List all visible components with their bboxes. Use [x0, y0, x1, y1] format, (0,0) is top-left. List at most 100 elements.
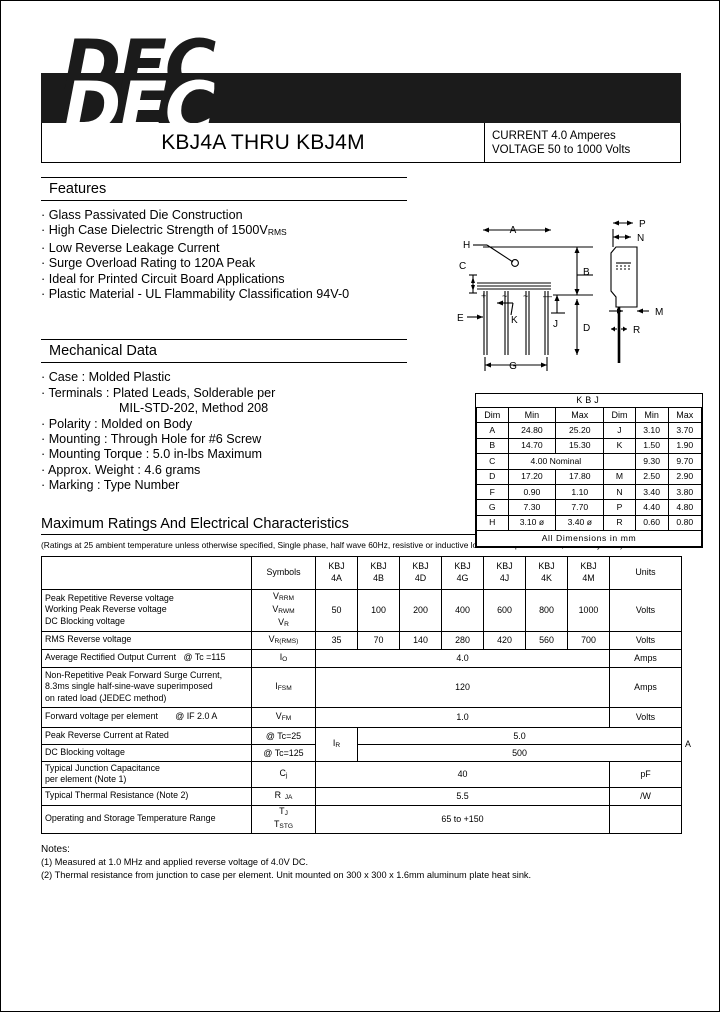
ratings-header-kbj4j: KBJ 4J [483, 555, 526, 590]
mechanical-item: · Marking : Type Number [41, 478, 180, 493]
dim-cell: B [476, 437, 509, 455]
row-condition-tc25: @ Tc=25 [251, 726, 316, 745]
note-item: (1) Measured at 1.0 MHz and applied reve… [41, 857, 309, 868]
row-value: 100 [357, 588, 400, 632]
table-row: DC Blocking voltage @ Tc=125 500 [41, 743, 682, 762]
row-value-span: 120 [315, 666, 610, 708]
row-desc-forward-voltage: Forward voltage per element @ IF 2.0 A [41, 706, 252, 728]
row-value: 200 [399, 588, 442, 632]
dim-cell: C [476, 453, 509, 470]
row-value: 800 [525, 588, 568, 632]
dim-cell-nominal: 4.00 Nominal [507, 453, 605, 470]
row-value: 1000 [567, 588, 610, 632]
polarity-minus: — [543, 291, 552, 301]
dim-label-M: M [655, 307, 663, 318]
voltage-rating: VOLTAGE 50 to 1000 Volts [492, 143, 631, 156]
ratings-header-symbols: Symbols [251, 555, 316, 590]
features-title: Features [41, 178, 407, 201]
ratings-header-kbj4g: KBJ 4G [441, 555, 484, 590]
dim-cell: 4.40 [634, 499, 669, 516]
row-value-span: 1.0 [315, 706, 610, 728]
table-row: Peak Repetitive Reverse voltage Working … [41, 588, 682, 632]
dim-cell: 4.80 [667, 499, 703, 516]
dim-table-footer: All Dimensions in mm [476, 530, 702, 547]
feature-item: · High Case Dielectric Strength of 1500V… [41, 223, 287, 238]
dim-header-min-2: Min [634, 406, 669, 424]
row-value: 70 [357, 630, 400, 650]
dim-cell: 1.90 [667, 437, 703, 455]
row-desc-peak-reverse-current-line1: Peak Reverse Current at Rated [41, 726, 252, 745]
table-row: Typical Junction Capacitance per element … [41, 760, 682, 788]
row-value: 560 [525, 630, 568, 650]
dim-label-H: H [463, 240, 470, 251]
dim-cell: F [476, 483, 509, 501]
mechanical-item: · Mounting Torque : 5.0 in-lbs Maximum [41, 447, 262, 462]
mechanical-item: · Case : Molded Plastic [41, 370, 171, 385]
dim-cell: 2.50 [634, 468, 669, 485]
dim-table-title: KBJ [476, 394, 702, 408]
dim-label-K: K [511, 315, 518, 326]
row-value-span: 4.0 [315, 648, 610, 668]
mechanical-item: MIL-STD-202, Method 208 [119, 401, 269, 416]
row-value: 280 [441, 630, 484, 650]
dim-cell: 17.20 [507, 468, 557, 485]
row-value: 700 [567, 630, 610, 650]
dim-cell: A [476, 422, 509, 439]
rms-subscript: RMS [267, 227, 287, 238]
mechanical-item: · Terminals : Plated Leads, Solderable p… [41, 385, 276, 400]
ratings-note: (Ratings at 25 ambient temperature unles… [41, 539, 623, 550]
dim-cell: 17.80 [555, 468, 605, 485]
table-row: Forward voltage per element @ IF 2.0 A V… [41, 706, 682, 728]
row-units: Amps [609, 666, 682, 708]
dim-cell: 14.70 [507, 437, 557, 455]
dim-cell: 15.30 [555, 437, 605, 455]
ratings-table: Symbols KBJ 4A KBJ 4B KBJ 4D KBJ 4G KBJ 4J KB… [41, 555, 691, 834]
dim-cell: R [603, 514, 636, 532]
row-value: 400 [441, 588, 484, 632]
mechanical-item: · Polarity : Molded on Body [41, 416, 193, 431]
mechanical-title: Mechanical Data [41, 340, 407, 364]
dim-header-dim-1: Dim [476, 406, 509, 424]
row-symbol: VR(RMS) [251, 630, 316, 650]
part-range-cell: KBJ4A THRU KBJ4M [42, 123, 484, 162]
polarity-ac1: ~ [502, 291, 507, 301]
row-desc-peak-reverse-current-line2: DC Blocking voltage [41, 743, 252, 762]
polarity-plus: + [481, 291, 486, 301]
table-row: Peak Reverse Current at Rated @ Tc=25 IR… [41, 726, 691, 762]
dim-label-C: C [459, 261, 466, 272]
dim-table-row: H 3.10 ø 3.40 ø R 0.60 0.80 [476, 514, 703, 532]
features-mechanical-split: Features · Glass Passivated Die Construc… [41, 177, 681, 494]
part-range: KBJ4A THRU KBJ4M [161, 130, 365, 154]
page-content: DEC DEC KBJ4A THRU KBJ4M CURRENT 4.0 Amp… [41, 31, 703, 881]
dim-label-D: D [583, 323, 590, 334]
ratings-header-units: Units [609, 555, 682, 590]
header-block: DEC DEC KBJ4A THRU KBJ4M CURRENT 4.0 Amp… [41, 31, 681, 163]
row-desc-rms-reverse-voltage: RMS Reverse voltage [41, 630, 252, 650]
table-row: Non-Repetitive Peak Forward Surge Curren… [41, 666, 682, 708]
row-desc-average-rectified-output-current: Average Rectified Output Current @ Tc =1… [41, 648, 252, 668]
polarity-ac2: ~ [523, 291, 528, 301]
ratings-rule [41, 533, 681, 535]
dim-cell: G [476, 499, 509, 516]
dim-table-row: A 24.80 25.20 J 3.10 3.70 [476, 422, 703, 439]
dim-cell: 1.50 [634, 437, 669, 455]
row-desc-peak-repetitive-reverse-voltage: Peak Repetitive Reverse voltage Working … [41, 588, 252, 632]
row-value-span: 40 [315, 760, 610, 788]
dim-label-A: A [510, 225, 517, 236]
row-value-span: 5.5 [315, 786, 610, 806]
row-desc-junction-capacitance: Typical Junction Capacitance per element … [41, 760, 252, 788]
ratings-title: Maximum Ratings And Electrical Character… [41, 515, 349, 532]
dim-table-header-row: Dim Min Max Dim Min Max [476, 406, 703, 424]
rating-summary-cell: CURRENT 4.0 Amperes VOLTAGE 50 to 1000 V… [484, 123, 680, 162]
dim-cell: 3.40 [634, 483, 669, 501]
feature-item: · Surge Overload Rating to 120A Peak [41, 256, 256, 271]
row-value: 140 [399, 630, 442, 650]
dim-label-G: G [509, 361, 517, 372]
row-desc-surge-current: Non-Repetitive Peak Forward Surge Curren… [41, 666, 252, 708]
row-symbol: VFM [251, 706, 316, 728]
dim-label-R: R [633, 325, 640, 336]
row-value: 50 [315, 588, 358, 632]
company-logo-outline: DEC [63, 25, 216, 107]
dim-cell: K [603, 437, 636, 455]
dim-label-P: P [639, 219, 646, 230]
